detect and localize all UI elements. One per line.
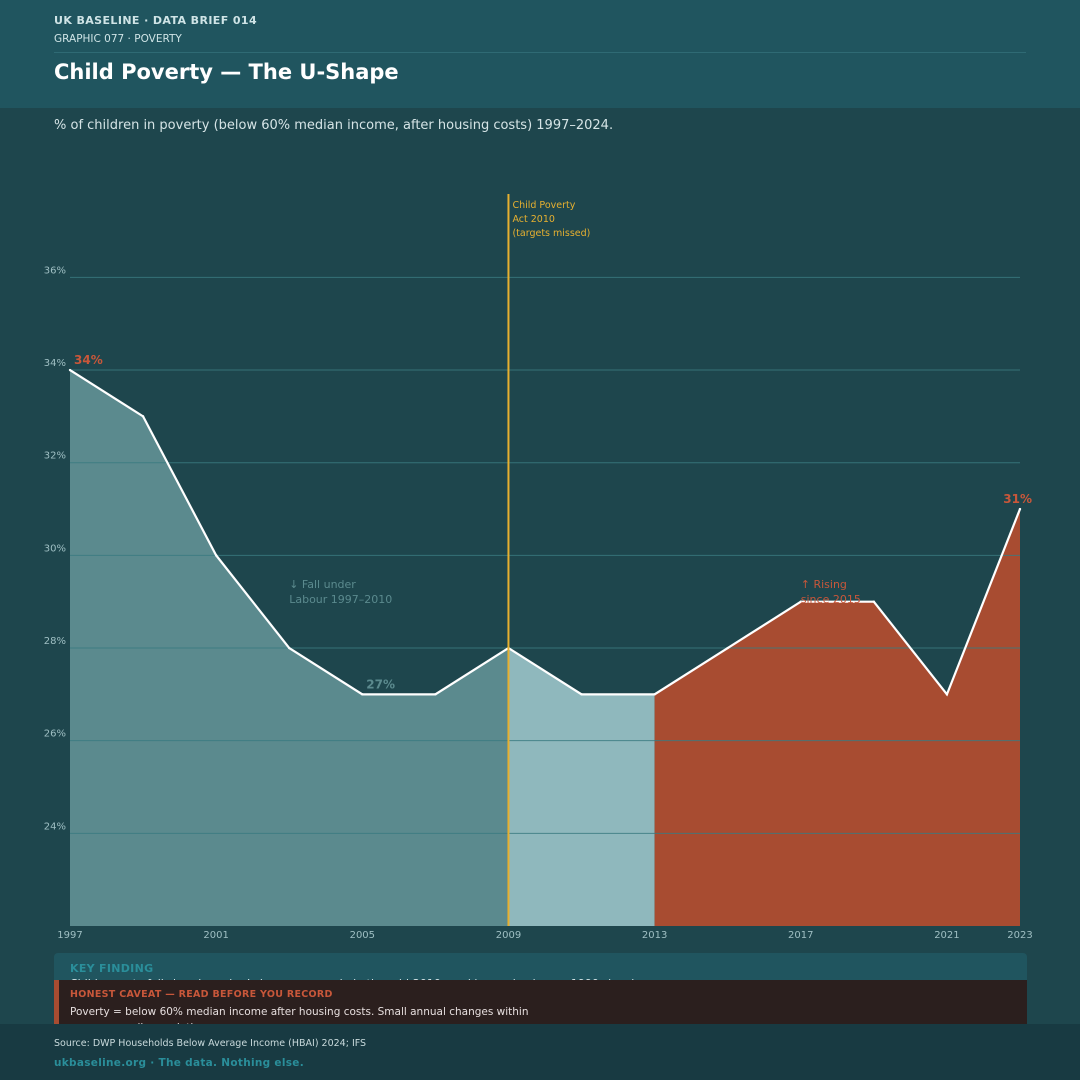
caveat-label: HONEST CAVEAT — READ BEFORE YOU RECORD bbox=[70, 989, 333, 1000]
annotation-fall: ↓ Fall under bbox=[289, 578, 356, 591]
data-point bbox=[945, 693, 949, 696]
x-tick-label: 2009 bbox=[496, 930, 521, 941]
y-tick-label: 28% bbox=[44, 636, 66, 647]
annotation-fall: Labour 1997–2010 bbox=[289, 593, 392, 606]
data-point bbox=[214, 554, 218, 557]
key-finding-label: KEY FINDING bbox=[70, 962, 154, 975]
graphic-kicker: GRAPHIC 077 · POVERTY bbox=[54, 33, 182, 45]
data-point bbox=[1018, 507, 1022, 511]
y-tick-label: 24% bbox=[44, 821, 66, 832]
act-marker-label: (targets missed) bbox=[512, 228, 590, 239]
y-tick-label: 26% bbox=[44, 729, 66, 740]
data-point bbox=[434, 693, 437, 696]
source-note: Source: DWP Households Below Average Inc… bbox=[54, 1038, 367, 1049]
y-tick-label: 34% bbox=[44, 358, 66, 369]
data-point bbox=[288, 646, 291, 650]
brief-kicker: UK BASELINE · DATA BRIEF 014 bbox=[54, 14, 258, 27]
child-poverty-area-chart: 24% 26% 28% 30% 32% 34% 36% 1997 2001 2005 2009 201… bbox=[44, 194, 1033, 941]
y-tick-label: 32% bbox=[44, 451, 66, 462]
x-tick-label: 2021 bbox=[934, 930, 959, 941]
data-point bbox=[68, 368, 72, 372]
value-label: 27% bbox=[366, 677, 395, 691]
data-point bbox=[653, 693, 656, 696]
area-segment-1997-2009 bbox=[70, 370, 509, 926]
x-tick-label: 2005 bbox=[350, 930, 375, 941]
y-tick-label: 30% bbox=[44, 543, 66, 554]
caveat-panel: HONEST CAVEAT — READ BEFORE YOU RECORD P… bbox=[54, 980, 1027, 1024]
area-segment-2009-2013 bbox=[508, 648, 655, 926]
act-marker-label: Act 2010 bbox=[512, 214, 554, 225]
page-title: Child Poverty — The U-Shape bbox=[54, 60, 399, 84]
x-tick-label: 2001 bbox=[203, 930, 228, 941]
data-point bbox=[580, 693, 583, 696]
data-point bbox=[726, 646, 729, 650]
x-tick-label: 2017 bbox=[788, 930, 813, 941]
series-line bbox=[69, 369, 1022, 697]
caveat-accent-bar bbox=[54, 980, 59, 1024]
annotation-rise: since 2015 bbox=[801, 593, 861, 606]
act-marker-label: Child Poverty bbox=[512, 200, 575, 211]
y-tick-label: 36% bbox=[44, 265, 66, 276]
data-point bbox=[799, 600, 802, 603]
data-point bbox=[872, 600, 876, 603]
brand-tagline: ukbaseline.org · The data. Nothing else. bbox=[54, 1057, 305, 1069]
value-label: 31% bbox=[1003, 492, 1032, 506]
data-point bbox=[141, 415, 145, 418]
x-tick-label: 1997 bbox=[57, 930, 82, 941]
x-tick-label: 2023 bbox=[1007, 930, 1032, 941]
data-point bbox=[361, 693, 364, 696]
caveat-text: Poverty = below 60% median income after … bbox=[70, 1006, 529, 1024]
annotation-rise: ↑ Rising bbox=[801, 578, 847, 591]
header-band: UK BASELINE · DATA BRIEF 014 GRAPHIC 077… bbox=[0, 0, 1080, 108]
footer: Source: DWP Households Below Average Inc… bbox=[0, 1024, 1080, 1080]
x-tick-label: 2013 bbox=[642, 930, 667, 941]
header-divider bbox=[54, 52, 1026, 53]
area-segment-2013-2023 bbox=[654, 509, 1020, 926]
value-label: 34% bbox=[74, 353, 103, 367]
chart-subtitle: % of children in poverty (below 60% medi… bbox=[54, 118, 614, 133]
